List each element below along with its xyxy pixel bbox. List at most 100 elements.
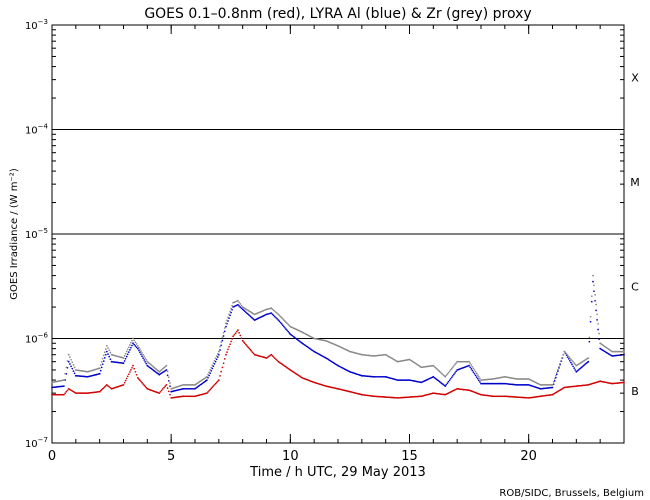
point: [568, 357, 571, 359]
point: [433, 365, 436, 368]
point: [100, 366, 103, 369]
point: [228, 313, 230, 316]
flare-class-m: M: [630, 176, 640, 189]
point: [160, 368, 163, 371]
point: [566, 354, 569, 357]
point: [169, 393, 171, 396]
point: [219, 349, 221, 351]
point: [223, 358, 226, 360]
point: [159, 390, 162, 393]
point: [131, 366, 133, 369]
point: [476, 377, 479, 380]
point: [71, 361, 74, 364]
point: [271, 355, 274, 357]
point: [285, 321, 287, 324]
point: [476, 374, 479, 376]
point: [167, 390, 170, 393]
point: [470, 368, 473, 370]
point: [66, 360, 69, 362]
point: [167, 379, 170, 382]
point: [558, 367, 560, 369]
point: [272, 314, 275, 317]
point: [149, 363, 152, 366]
point: [132, 364, 134, 367]
point: [251, 351, 254, 354]
point: [212, 385, 215, 387]
point: [587, 357, 590, 359]
point: [553, 377, 556, 380]
point: [142, 353, 144, 356]
x-tick-label-4: 20: [520, 449, 537, 464]
point: [248, 314, 251, 317]
point: [271, 308, 274, 311]
point: [279, 315, 282, 318]
point: [592, 280, 594, 283]
point: [143, 359, 146, 361]
point: [65, 390, 68, 393]
point: [140, 353, 142, 356]
point: [272, 356, 275, 358]
point: [126, 353, 129, 356]
point: [231, 308, 233, 311]
point: [277, 313, 280, 316]
point: [445, 374, 448, 377]
point: [250, 350, 253, 352]
point: [551, 386, 554, 389]
point: [131, 339, 133, 342]
point: [450, 367, 453, 370]
point: [573, 362, 576, 364]
point: [557, 370, 559, 372]
point: [268, 355, 270, 358]
point: [286, 329, 288, 332]
point: [134, 341, 137, 344]
point: [103, 357, 106, 359]
point: [130, 369, 132, 371]
point: [107, 353, 109, 355]
point: [239, 306, 242, 308]
point: [138, 378, 140, 380]
point: [101, 363, 104, 366]
point: [164, 365, 167, 368]
point: [265, 357, 268, 359]
point: [555, 373, 558, 376]
point: [127, 373, 130, 376]
point: [477, 375, 480, 378]
point: [623, 350, 625, 353]
point: [124, 352, 127, 355]
point: [554, 374, 557, 377]
point: [240, 337, 243, 340]
y-tick-label-3: 10−4: [25, 123, 49, 137]
point: [65, 366, 68, 369]
point: [434, 366, 437, 369]
point: [129, 349, 131, 351]
point: [66, 389, 69, 392]
point: [222, 335, 225, 337]
point: [239, 334, 242, 337]
point: [138, 349, 140, 352]
point: [623, 381, 625, 384]
point: [447, 371, 450, 374]
point: [232, 335, 235, 338]
point: [223, 327, 226, 329]
point: [139, 348, 141, 351]
point: [98, 367, 101, 370]
point: [238, 305, 240, 307]
point: [470, 364, 473, 366]
point: [105, 384, 108, 386]
point: [141, 381, 143, 384]
point: [270, 312, 273, 314]
point: [594, 299, 596, 302]
point: [138, 346, 140, 349]
chart-title: GOES 0.1–0.8nm (red), LYRA Al (blue) & Z…: [144, 6, 531, 22]
y-axis-ticks: 10−7 10−6 10−5 10−4 10−3: [25, 18, 624, 450]
point: [588, 336, 591, 339]
point: [227, 348, 229, 351]
point: [102, 360, 105, 362]
point: [143, 384, 146, 387]
point: [72, 364, 75, 366]
point: [245, 343, 247, 346]
point: [73, 366, 76, 369]
point: [279, 321, 282, 324]
point: [471, 365, 474, 368]
point: [144, 357, 147, 360]
